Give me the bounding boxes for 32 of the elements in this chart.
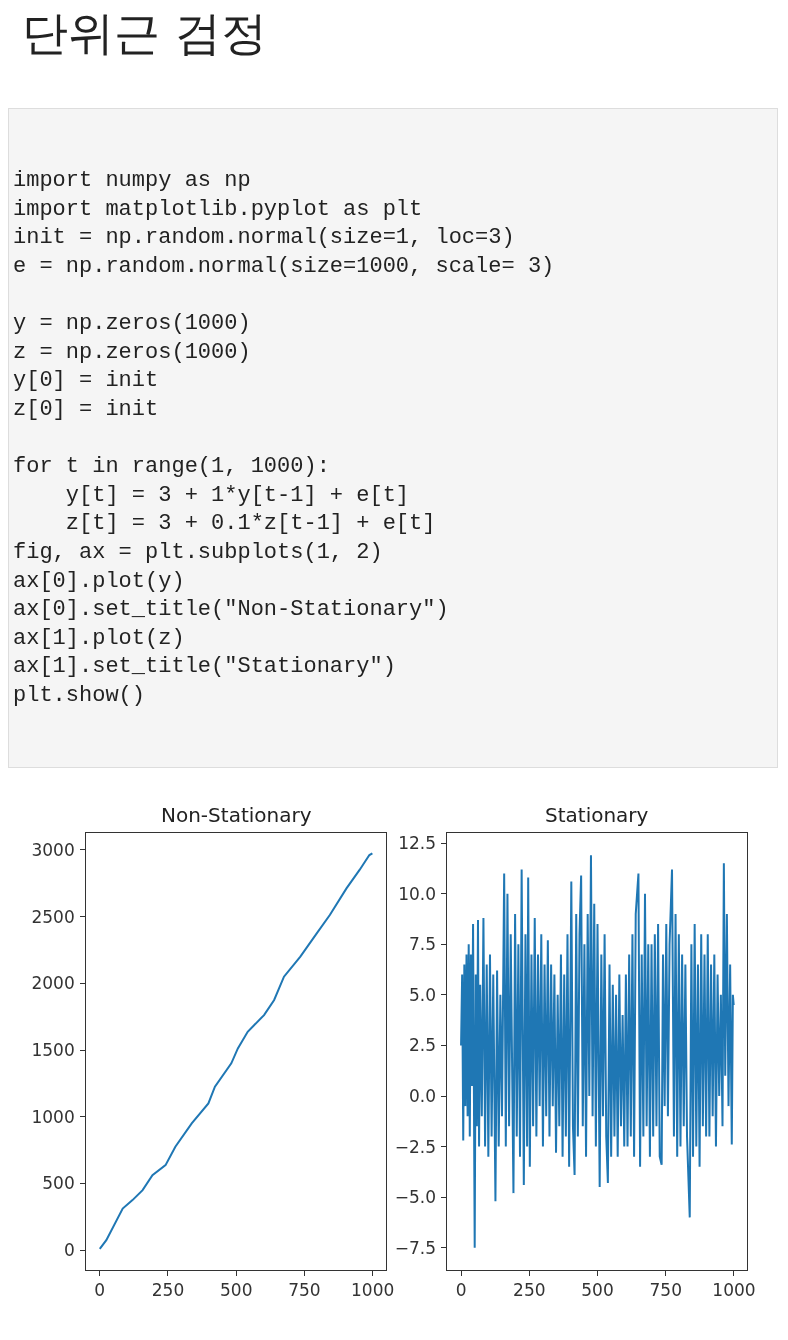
x-tick-label: 1000	[712, 1280, 756, 1301]
y-tick-label: 2500	[31, 906, 75, 927]
y-tick-label: 2.5	[408, 1035, 437, 1056]
y-tick-label: −2.5	[394, 1136, 437, 1157]
y-tick-label: 500	[42, 1173, 75, 1194]
y-tick-label: 10.0	[398, 883, 437, 904]
y-tick-label: 3000	[31, 839, 75, 860]
y-tick-label: 7.5	[408, 934, 437, 955]
chart-title: Non-Stationary	[161, 803, 312, 827]
y-tick-label: 0	[63, 1240, 75, 1261]
x-tick-label: 250	[513, 1280, 546, 1301]
line-series	[460, 854, 735, 1249]
y-tick-label: 1500	[31, 1039, 75, 1060]
y-tick-label: 5.0	[408, 984, 437, 1005]
x-tick-label: 750	[288, 1280, 321, 1301]
x-tick-label: 1000	[351, 1280, 395, 1301]
text: import numpy as np import matplotlib.pyplot as plt init = np.random.normal(size=1, loc=3) e = np.random.normal(size=1000, scale= 3) y = np.zeros(1000) z = np.zeros(1000) y[0] = init z[0] = init for t in range(1, 1000): y[t] = 3 + 1*y[t-1] + e[t] z[t] = 3 + 0.1*z[t-1] + e[t] fig, ax = plt.subplots(1, 2) ax[0].plot(y) ax[0].set_title("Non-Stationary") ax[1].plot(z) ax[1].set_title("Stationary") plt.show()	[13, 168, 555, 708]
y-tick-label: 12.5	[398, 833, 437, 854]
y-tick-label: 0.0	[408, 1085, 437, 1106]
chart-title: Stationary	[545, 803, 649, 827]
y-tick-label: 1000	[31, 1106, 75, 1127]
x-tick-label: 500	[219, 1280, 253, 1301]
y-tick-label: 2000	[31, 973, 75, 994]
x-tick-label: 0	[94, 1280, 106, 1301]
text: 단위근 검정	[22, 6, 267, 60]
line-series	[98, 852, 374, 1250]
x-tick-label: 0	[455, 1280, 467, 1301]
x-tick-label: 500	[581, 1280, 614, 1301]
x-tick-label: 250	[151, 1280, 185, 1301]
y-tick-label: −7.5	[394, 1237, 437, 1258]
y-tick-label: −5.0	[394, 1187, 437, 1208]
x-tick-label: 750	[649, 1280, 682, 1301]
